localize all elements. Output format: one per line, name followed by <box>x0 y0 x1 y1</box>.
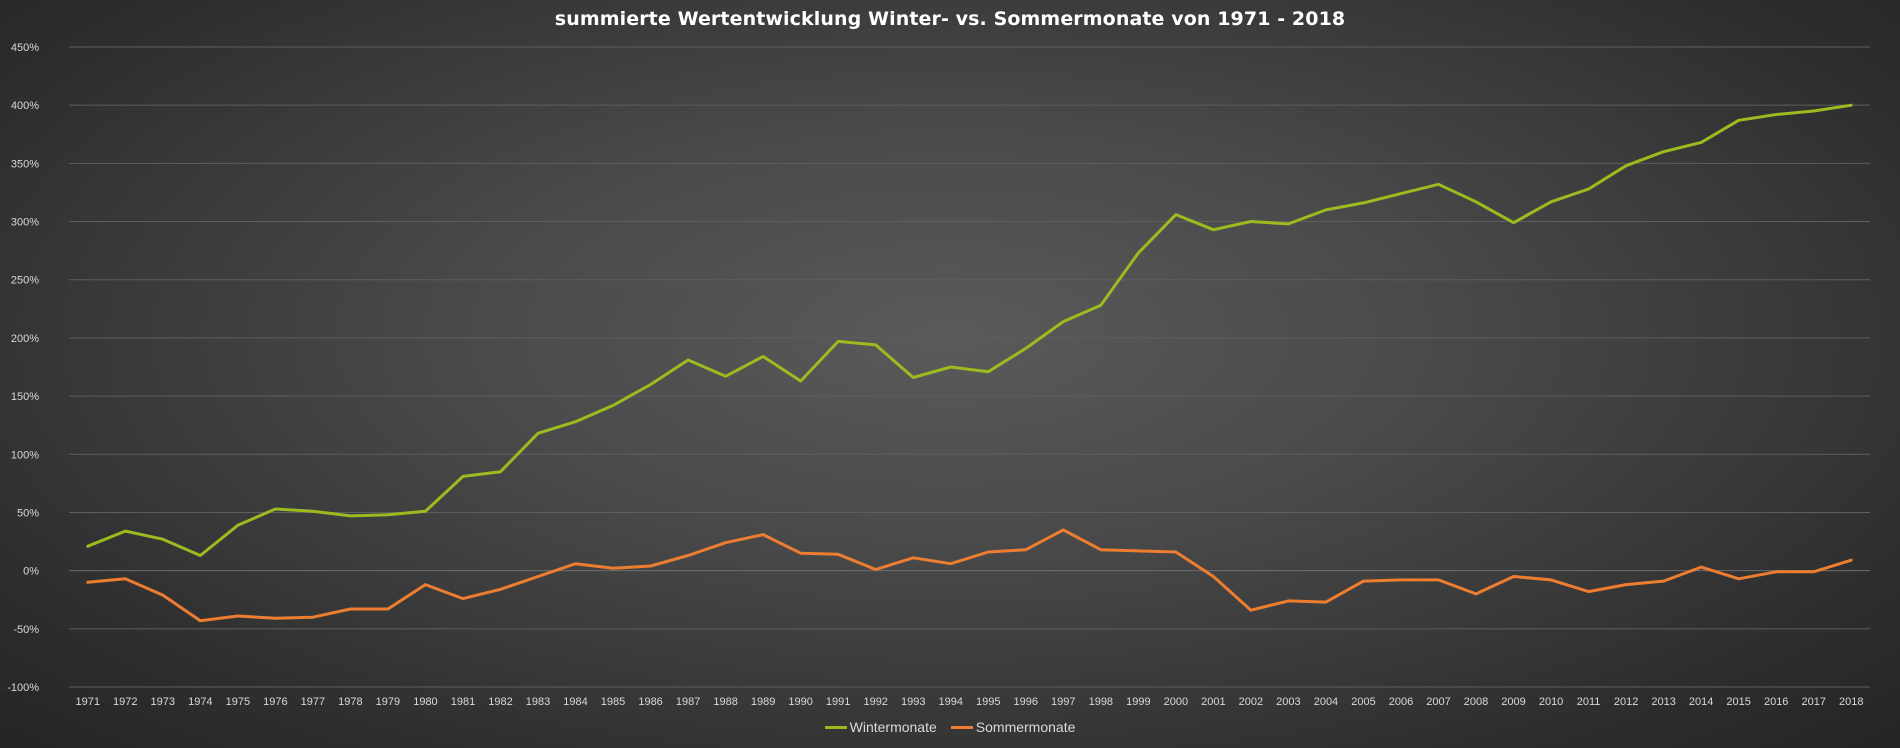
legend-swatch-sommermonate <box>950 725 973 729</box>
x-tick-label: 1991 <box>826 696 850 708</box>
x-tick-label: 2018 <box>1839 696 1863 708</box>
legend: Wintermonate Sommermonate <box>0 719 1900 735</box>
y-axis-ticks: 450% 400% 350% 300% 250% 200% 150% 100% 50% 0% -50… <box>7 42 39 694</box>
chart-title: summierte Wertentwicklung Winter- vs. So… <box>554 8 1346 30</box>
y-tick-label: 50% <box>17 507 39 519</box>
x-tick-label: 2012 <box>1614 696 1638 708</box>
x-tick-label: 1973 <box>151 696 175 708</box>
x-tick-label: 2005 <box>1351 696 1375 708</box>
x-tick-label: 1990 <box>788 696 812 708</box>
x-tick-label: 1992 <box>863 696 887 708</box>
y-tick-label: 150% <box>11 391 39 403</box>
x-tick-label: 2017 <box>1801 696 1825 708</box>
x-tick-label: 1998 <box>1089 696 1113 708</box>
y-tick-label: 200% <box>11 333 39 345</box>
x-tick-label: 1977 <box>301 696 325 708</box>
x-tick-label: 2004 <box>1314 696 1338 708</box>
x-tick-label: 2010 <box>1539 696 1563 708</box>
x-tick-label: 1994 <box>938 696 962 708</box>
legend-item-sommermonate: Sommermonate <box>950 719 1076 735</box>
y-tick-label: 0% <box>23 566 39 578</box>
x-tick-label: 1971 <box>76 696 100 708</box>
series-lines <box>86 103 1853 623</box>
x-tick-label: 1987 <box>676 696 700 708</box>
series-line-wintermonate <box>86 103 1853 557</box>
x-tick-label: 2001 <box>1201 696 1225 708</box>
x-tick-label: 1999 <box>1126 696 1150 708</box>
x-tick-label: 1978 <box>338 696 362 708</box>
legend-swatch-wintermonate <box>824 725 847 729</box>
x-tick-label: 1986 <box>638 696 662 708</box>
x-tick-label: 1984 <box>563 696 587 708</box>
x-tick-label: 1997 <box>1051 696 1075 708</box>
y-tick-label: 350% <box>11 158 39 170</box>
y-tick-label: 250% <box>11 275 39 287</box>
x-tick-label: 1993 <box>901 696 925 708</box>
x-tick-label: 2003 <box>1276 696 1300 708</box>
x-tick-label: 1982 <box>488 696 512 708</box>
y-tick-label: 400% <box>11 100 39 112</box>
x-tick-label: 1981 <box>451 696 475 708</box>
x-tick-label: 2000 <box>1164 696 1188 708</box>
x-tick-label: 2015 <box>1726 696 1750 708</box>
x-tick-label: 1996 <box>1014 696 1038 708</box>
x-tick-label: 1988 <box>713 696 737 708</box>
x-tick-label: 2016 <box>1764 696 1788 708</box>
y-tick-label: -50% <box>13 624 39 636</box>
x-tick-label: 1989 <box>751 696 775 708</box>
x-tick-label: 2011 <box>1577 696 1601 708</box>
legend-item-wintermonate: Wintermonate <box>824 719 937 735</box>
y-tick-label: 300% <box>11 217 39 229</box>
series-line-sommermonate <box>86 528 1853 623</box>
y-tick-label: -100% <box>7 682 39 694</box>
y-tick-label: 100% <box>11 449 39 461</box>
x-tick-label: 2008 <box>1464 696 1488 708</box>
x-tick-label: 1980 <box>413 696 437 708</box>
x-tick-label: 1975 <box>226 696 250 708</box>
x-tick-label: 1985 <box>601 696 625 708</box>
y-tick-label: 450% <box>11 42 39 54</box>
x-tick-label: 1979 <box>376 696 400 708</box>
gridlines <box>69 46 1870 688</box>
x-tick-label: 1976 <box>263 696 287 708</box>
x-tick-label: 1995 <box>976 696 1000 708</box>
x-axis-ticks: 1971 1972 1973 1974 1975 1976 1977 1978 1979 1980… <box>76 696 1864 708</box>
x-tick-label: 2014 <box>1689 696 1713 708</box>
x-tick-label: 2007 <box>1426 696 1450 708</box>
legend-label-wintermonate: Wintermonate <box>849 719 937 735</box>
x-tick-label: 2009 <box>1501 696 1525 708</box>
legend-label-sommermonate: Sommermonate <box>975 719 1076 735</box>
x-tick-label: 1972 <box>113 696 137 708</box>
x-tick-label: 2013 <box>1651 696 1675 708</box>
x-tick-label: 1983 <box>526 696 550 708</box>
x-tick-label: 2006 <box>1389 696 1413 708</box>
x-tick-label: 1974 <box>188 696 212 708</box>
x-tick-label: 2002 <box>1239 696 1263 708</box>
